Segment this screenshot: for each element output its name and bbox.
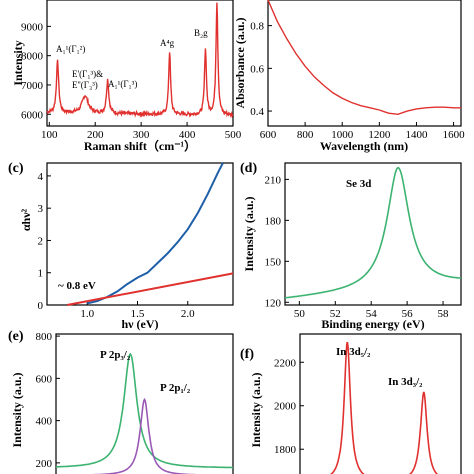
panel-a-xtick-label: 200 (87, 129, 104, 141)
panel-e-ylabel: Intensity (a.u.) (10, 372, 24, 447)
panel-b-xlabel: Wavelength (nm) (320, 139, 408, 153)
panel-b-xtick-label: 1400 (405, 129, 428, 141)
panel-d-frame (284, 162, 462, 306)
panel-a-raman-curve (46, 2, 234, 119)
panel-d-ylabel: Intensity (a.u.) (242, 196, 256, 271)
panel-e-annotation-2: P 2p₁/₂ (160, 382, 191, 394)
panel-d-ytick-label: 120 (265, 297, 282, 309)
panel-d-ytick-label: 180 (265, 215, 282, 227)
panel-a-annotation-5: A⁴g (160, 38, 175, 48)
panel-d-xtick-label: 56 (402, 308, 414, 320)
panel-a-annotation-4: A₁¹(Γ₁³) (108, 79, 137, 89)
panel-f: (f) 1800 2000 2200 Intensity (a.u.) In 3d₅… (240, 333, 462, 474)
panel-c-label: (c) (8, 161, 24, 176)
panel-c-ytick-label: 4 (38, 171, 44, 183)
panel-d: (d) 50 52 54 56 58 120 150 180 210 Binding energ… (240, 161, 462, 331)
panel-a-ytick-label: 6000 (21, 109, 44, 121)
panel-c-ylabel: αhν² (19, 208, 33, 231)
panel-b-xtick-label: 1200 (368, 129, 391, 141)
panel-c-ytick-label: 1 (38, 268, 44, 280)
panel-e-label: (e) (8, 329, 24, 344)
panel-e: (e) 200 400 600 800 Intensity (a.u.) P 2p₃/… (8, 329, 234, 474)
panel-d-xtick-label: 50 (294, 308, 306, 320)
panel-d-ytick-label: 150 (265, 256, 282, 268)
panel-c-ytick-label: 0 (38, 300, 44, 312)
panel-e-p2p32-curve (55, 352, 233, 469)
panel-c-ytick-label: 3 (38, 203, 44, 215)
panel-a: 100 200 300 400 500 6000 7000 8000 9000 Raman sh… (11, 0, 242, 153)
panel-a-xlabel: Raman shift（cm⁻¹） (84, 138, 196, 153)
panel-b-ylabel: Absorbance (a.u.) (233, 17, 247, 108)
panel-c-tauc-curve (86, 162, 224, 305)
panel-b-xtick-label: 1600 (443, 129, 466, 141)
panel-e-ytick-label: 600 (36, 373, 53, 385)
panel-e-ytick-label: 400 (36, 416, 53, 428)
panel-d-xtick-label: 54 (366, 308, 378, 320)
panel-a-ytick-label: 9000 (21, 21, 44, 33)
panel-c-annotation: ~ 0.8 eV (58, 280, 96, 292)
panel-d-xlabel: Binding energy (eV) (321, 317, 424, 331)
panel-a-annotation-6: B₂g (194, 28, 208, 38)
panel-a-xtick-label: 300 (133, 129, 150, 141)
panel-a-ylabel: Intensity (11, 40, 25, 85)
panel-b-ytick-label: 0.8 (250, 21, 264, 33)
panel-f-annotation-2: In 3d₃/₂ (388, 376, 423, 388)
panel-c-xtick-label: 1.5 (131, 308, 145, 320)
panel-f-annotation-1: In 3d₅/₂ (336, 346, 371, 358)
panel-a-ytick-label: 7000 (21, 80, 44, 92)
panel-f-ylabel: Intensity (a.u.) (249, 372, 263, 447)
panel-f-ytick-label: 2000 (274, 401, 297, 413)
panel-a-xtick-label: 100 (41, 129, 58, 141)
panel-b-xtick-label: 600 (260, 129, 277, 141)
panel-c: (c) 1.0 1.5 2.0 0 1 2 3 4 hν (eV) αhν² ~ 0.8 eV (8, 161, 234, 331)
panel-f-frame (299, 333, 462, 474)
panel-b-xtick-label: 1000 (331, 129, 354, 141)
panel-d-annotation: Se 3d (346, 178, 371, 190)
panel-f-label: (f) (240, 347, 254, 362)
panel-e-p2p12-curve (89, 397, 200, 474)
panel-a-frame (46, 0, 234, 127)
panel-d-xtick-label: 52 (330, 308, 341, 320)
panel-a-annotation-2: E'(Γ₁³)& (72, 69, 103, 79)
panel-f-in3d-curve (330, 342, 439, 474)
panel-f-ytick-label: 2200 (274, 357, 297, 369)
panel-e-ytick-label: 200 (36, 458, 53, 470)
panel-b-ytick-label: 0.4 (250, 106, 264, 118)
panel-e-ytick-label: 800 (36, 331, 53, 343)
panel-a-ytick-label: 8000 (21, 51, 44, 63)
panel-c-linear-fit (66, 272, 234, 306)
panel-b-xtick-label: 800 (297, 129, 314, 141)
panel-b-ytick-label: 0.6 (250, 63, 264, 75)
panel-c-ytick-label: 2 (38, 235, 44, 247)
panel-a-annotation-1: A₁¹(Γ₁²) (56, 44, 85, 54)
panel-a-xtick-label: 500 (225, 129, 242, 141)
panel-e-annotation-1: P 2p₃/₂ (100, 349, 131, 361)
panel-d-ytick-label: 210 (265, 174, 282, 186)
panel-c-xlabel: hν (eV) (121, 317, 158, 331)
panel-d-xtick-label: 58 (438, 308, 450, 320)
panel-e-frame (55, 333, 234, 474)
panel-c-frame (46, 162, 234, 306)
panel-d-label: (d) (240, 161, 257, 176)
panel-b-absorbance-curve (267, 0, 461, 116)
panel-c-xtick-label: 1.0 (80, 308, 94, 320)
panel-a-annotation-3: E''(Γ₃³) (72, 80, 98, 90)
panel-f-ytick-label: 1800 (274, 444, 297, 456)
panel-d-se3d-curve (284, 166, 461, 299)
panel-a-xtick-label: 400 (179, 129, 196, 141)
panel-b: 600 800 1000 1200 1400 1600 0.4 0.6 0.8 Waveleng… (233, 0, 465, 153)
panel-b-frame (267, 0, 462, 127)
panel-c-xtick-label: 2.0 (181, 308, 195, 320)
